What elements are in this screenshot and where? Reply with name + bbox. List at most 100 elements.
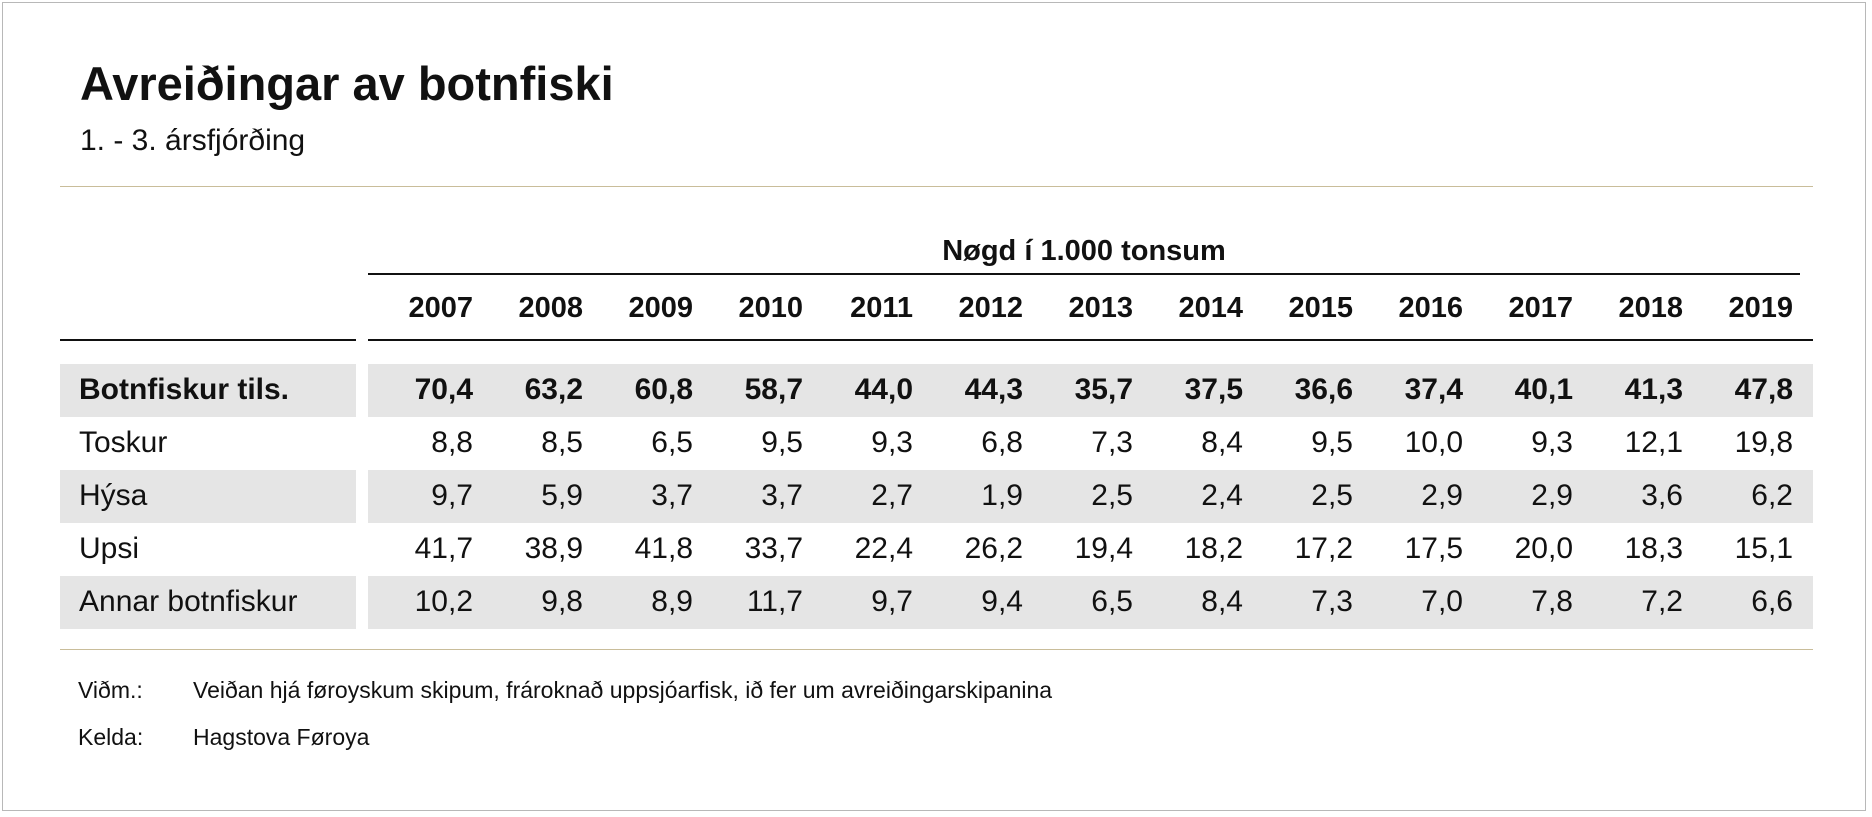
table-cell: 22,4 xyxy=(854,532,913,565)
year-header-2011: 2011 xyxy=(850,292,913,324)
table-cell: 3,7 xyxy=(761,479,803,512)
table-cell: 8,8 xyxy=(431,426,473,459)
note-key-source: Kelda: xyxy=(78,724,144,750)
year-header-2009: 2009 xyxy=(628,292,693,324)
table-row: Hýsa 9,7 5,9 3,7 3,7 2,7 1,9 2,5 2,4 2,5 2,9 2,9 3,6… xyxy=(60,470,1813,523)
unit-header: Nøgd í 1.000 tonsum xyxy=(942,235,1226,267)
table-cell: 8,9 xyxy=(651,585,693,618)
year-header-2019: 2019 xyxy=(1728,292,1793,324)
table-cell: 2,9 xyxy=(1421,479,1463,512)
table-cell: 15,1 xyxy=(1734,532,1793,565)
table-cell: 8,5 xyxy=(541,426,583,459)
table-cell: 7,0 xyxy=(1421,585,1463,618)
table-cell: 17,5 xyxy=(1404,532,1463,565)
table-cell: 47,8 xyxy=(1734,373,1793,406)
table-cell: 20,0 xyxy=(1514,532,1573,565)
year-header-2013: 2013 xyxy=(1068,292,1133,324)
table-cell: 9,5 xyxy=(761,426,803,459)
table-cell: 5,9 xyxy=(541,479,583,512)
table-cell: 35,7 xyxy=(1074,373,1133,406)
table-cell: 3,6 xyxy=(1641,479,1683,512)
row-values-background xyxy=(368,576,1813,629)
table-title: Avreiðingar av botnfiski xyxy=(80,57,614,110)
table-cell: 11,7 xyxy=(746,585,803,618)
table-cell: 19,4 xyxy=(1074,532,1133,565)
table-cell: 9,7 xyxy=(871,585,913,618)
row-values-background xyxy=(368,470,1813,523)
year-header-2007: 2007 xyxy=(408,292,473,324)
table-cell: 40,1 xyxy=(1514,373,1573,406)
table-cell: 8,4 xyxy=(1201,585,1243,618)
year-header-2012: 2012 xyxy=(958,292,1023,324)
table-cell: 8,4 xyxy=(1201,426,1243,459)
table-cell: 17,2 xyxy=(1294,532,1353,565)
table-cell: 18,3 xyxy=(1624,532,1683,565)
table-row: Annar botnfiskur 10,2 9,8 8,9 11,7 9,7 9,4 6,5 8… xyxy=(60,576,1813,629)
table-cell: 7,3 xyxy=(1311,585,1353,618)
note-key-comment: Viðm.: xyxy=(78,677,143,703)
table-cell: 37,4 xyxy=(1404,373,1463,406)
row-label: Upsi xyxy=(79,532,140,565)
table-cell: 33,7 xyxy=(744,532,803,565)
table-cell: 63,2 xyxy=(524,373,583,406)
year-header-2016: 2016 xyxy=(1398,292,1463,324)
table-cell: 44,3 xyxy=(964,373,1023,406)
year-header-2018: 2018 xyxy=(1618,292,1683,324)
table-cell: 2,5 xyxy=(1091,479,1133,512)
row-label-background xyxy=(60,470,356,523)
table-cell: 60,8 xyxy=(634,373,693,406)
table-cell: 9,3 xyxy=(871,426,913,459)
table-cell: 6,8 xyxy=(981,426,1023,459)
label-header-rule xyxy=(60,339,356,341)
table-cell: 6,5 xyxy=(651,426,693,459)
year-header-2017: 2017 xyxy=(1508,292,1573,324)
year-header-2010: 2010 xyxy=(738,292,803,324)
row-label-background xyxy=(60,364,356,417)
row-label: Botnfiskur tils. xyxy=(79,373,290,406)
table-cell: 7,2 xyxy=(1641,585,1683,618)
row-label-background xyxy=(60,576,356,629)
table-row: Upsi 41,7 38,9 41,8 33,7 22,4 26,2 19,4 18,2 17,2… xyxy=(60,523,1813,576)
table-cell: 10,2 xyxy=(414,585,473,618)
table-cell: 41,8 xyxy=(634,532,693,565)
table-cell: 9,8 xyxy=(541,585,583,618)
table-cell: 10,0 xyxy=(1404,426,1463,459)
table-cell: 9,7 xyxy=(431,479,473,512)
table-cell: 6,6 xyxy=(1751,585,1793,618)
table-cell: 41,7 xyxy=(414,532,473,565)
year-header-rule xyxy=(368,339,1813,341)
table-cell: 12,1 xyxy=(1624,426,1683,459)
table-cell: 3,7 xyxy=(651,479,693,512)
table-cell: 9,4 xyxy=(981,585,1023,618)
table-subtitle: 1. - 3. ársfjórðing xyxy=(80,124,306,157)
table-row: Toskur 8,8 8,5 6,5 9,5 9,3 6,8 7,3 8,4 9,5 10,0 9,3… xyxy=(60,417,1813,470)
table-cell: 18,2 xyxy=(1184,532,1243,565)
table-cell: 7,3 xyxy=(1091,426,1133,459)
table-cell: 44,0 xyxy=(854,373,913,406)
year-header-2014: 2014 xyxy=(1178,292,1243,324)
table-cell: 2,4 xyxy=(1201,479,1243,512)
table-cell: 41,3 xyxy=(1624,373,1683,406)
table-cell: 1,9 xyxy=(981,479,1023,512)
table-cell: 37,5 xyxy=(1184,373,1243,406)
table-cell: 2,7 xyxy=(871,479,913,512)
table-row: Botnfiskur tils. 70,4 63,2 60,8 58,7 44,0 44,3… xyxy=(60,364,1813,417)
row-label: Toskur xyxy=(79,426,168,459)
table-cell: 2,5 xyxy=(1311,479,1353,512)
bottom-divider xyxy=(60,649,1813,650)
table-cell: 70,4 xyxy=(414,373,473,406)
table-cell: 26,2 xyxy=(964,532,1023,565)
table-cell: 6,2 xyxy=(1751,479,1793,512)
table-cell: 9,3 xyxy=(1531,426,1573,459)
table-cell: 58,7 xyxy=(744,373,803,406)
row-values-background xyxy=(368,364,1813,417)
top-divider xyxy=(60,186,1813,187)
year-header-row: 2007 2008 2009 2010 2011 2012 2013 2014 2015 2016… xyxy=(60,284,1813,340)
table-cell: 2,9 xyxy=(1531,479,1573,512)
year-header-2015: 2015 xyxy=(1288,292,1353,324)
year-header-2008: 2008 xyxy=(518,292,583,324)
table-cell: 19,8 xyxy=(1734,426,1793,459)
row-label: Hýsa xyxy=(79,479,148,512)
table-cell: 6,5 xyxy=(1091,585,1133,618)
